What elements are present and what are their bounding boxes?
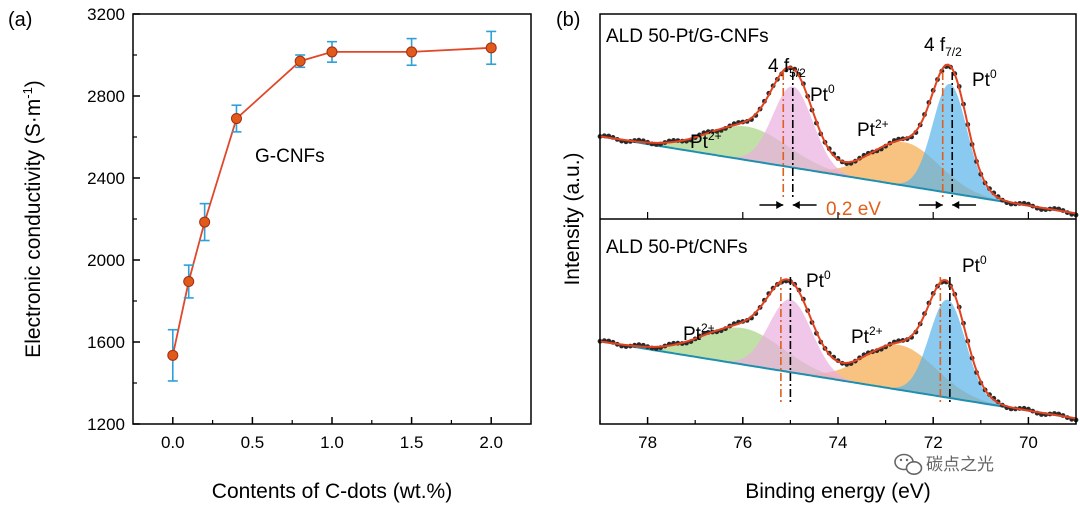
panel-a: (a) 0.0 0.5 1.0 1.5 2.0 1200 1600 2000 2400 2800 3…	[8, 5, 532, 503]
panel-a-ylabel: Electronic conductivity (S·m-1)	[20, 80, 45, 358]
top-peak-label-7-2: 4 f7/2	[924, 35, 962, 59]
data-point	[183, 276, 195, 288]
x-tick-label-a: 0.5	[241, 433, 265, 452]
panel-b: (b) 78 76 74 72 70 ALD 50-Pt/G-CNFs 4 f5/2 4…	[556, 9, 1079, 503]
panel-b-ylabel: Intensity (a.u.)	[561, 152, 584, 285]
top-pt0-label-right: Pt0	[972, 67, 997, 91]
x-tick-label-a: 1.0	[320, 433, 344, 452]
bottom-pt0-label-right: Pt0	[962, 253, 987, 277]
bottom-pt2-label-right: Pt2+	[851, 324, 883, 348]
top-background-line	[599, 135, 1077, 215]
bottom-title: ALD 50-Pt/CNFs	[606, 237, 747, 258]
top-component-peak	[600, 86, 1076, 214]
x-tick-label-b: 78	[638, 433, 657, 452]
top-pt0-label-left: Pt0	[810, 82, 835, 106]
shift-arrowhead	[792, 201, 800, 209]
bottom-component-peak	[600, 299, 1076, 419]
top-pt2-label-left: Pt2+	[690, 129, 722, 153]
watermark-text: 碳点之光	[926, 455, 994, 474]
top-title: ALD 50-Pt/G-CNFs	[606, 26, 769, 47]
panel-a-marks	[167, 30, 497, 382]
x-tick-label-a: 0.0	[161, 433, 185, 452]
panel-b-xlabel: Binding energy (eV)	[745, 480, 931, 503]
bottom-background-line	[599, 340, 1077, 420]
data-point	[326, 46, 338, 58]
panel-a-xlabel: Contents of C-dots (wt.%)	[212, 480, 452, 503]
bottom-pt0-label-left: Pt0	[806, 268, 831, 292]
panel-b-ticks: 78 76 74 72 70	[599, 212, 1077, 452]
watermark: 碳点之光	[894, 453, 994, 475]
top-component-peak	[600, 84, 1076, 214]
x-tick-label-b: 74	[829, 433, 848, 452]
data-point	[199, 216, 211, 228]
data-point	[294, 55, 306, 67]
y-tick-label-a: 3200	[87, 5, 125, 24]
y-tick-label-a: 2800	[87, 87, 125, 106]
shift-arrowhead	[952, 201, 960, 209]
top-component-peak	[600, 126, 1076, 214]
panel-b-label: (b)	[556, 9, 580, 31]
bottom-component-peak	[600, 327, 1076, 419]
conductivity-line	[171, 46, 492, 356]
bottom-pt2-label-left: Pt2+	[683, 321, 715, 345]
x-tick-label-b: 72	[924, 433, 943, 452]
y-tick-label-a: 1600	[87, 333, 125, 352]
y-tick-label-a: 2400	[87, 169, 125, 188]
data-point	[230, 113, 242, 125]
panel-a-annotation: G-CNFs	[255, 146, 325, 167]
data-point	[167, 349, 179, 361]
bottom-envelope-line	[599, 278, 1077, 420]
shift-arrowhead	[776, 201, 784, 209]
data-point	[406, 46, 418, 58]
shift-label: 0.2 eV	[826, 199, 881, 220]
top-peak-label-5-2: 4 f5/2	[768, 56, 806, 80]
x-tick-label-b: 70	[1019, 433, 1038, 452]
panel-a-frame	[132, 13, 532, 425]
panel-a-ticks: 0.0 0.5 1.0 1.5 2.0 1200 1600 2000 2400 2800 3200	[87, 5, 503, 452]
top-pt2-label-right: Pt2+	[857, 117, 889, 141]
panel-b-marks	[597, 63, 1079, 423]
y-tick-label-a: 2000	[87, 251, 125, 270]
wechat-icon	[894, 453, 923, 475]
shift-arrowhead	[935, 201, 943, 209]
y-tick-label-a: 1200	[87, 415, 125, 434]
x-tick-label-b: 76	[733, 433, 752, 452]
data-point	[485, 42, 497, 54]
top-envelope-line	[599, 63, 1077, 215]
x-tick-label-a: 2.0	[479, 433, 503, 452]
x-tick-label-a: 1.5	[400, 433, 424, 452]
panel-a-label: (a)	[8, 9, 32, 31]
